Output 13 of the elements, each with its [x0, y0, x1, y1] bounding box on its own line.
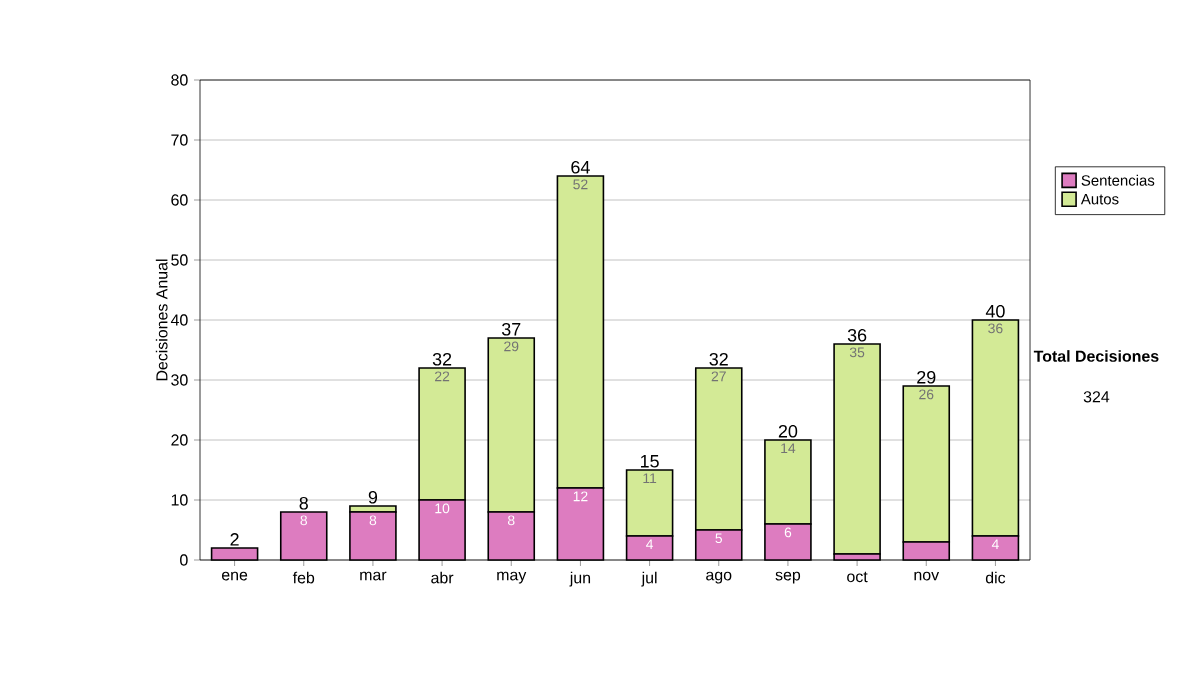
total-label: 8: [299, 496, 308, 510]
total-label: 32: [432, 352, 452, 366]
total-label: 2: [230, 533, 239, 546]
total-label: 15: [640, 455, 659, 468]
total-label: 40: [985, 304, 1005, 318]
total-label: 37: [501, 322, 521, 336]
bar: [833, 343, 881, 555]
total-label: 36: [847, 328, 867, 342]
total-label: 64: [571, 160, 590, 174]
total-label: 29: [917, 370, 936, 384]
total-label: 9: [368, 490, 378, 504]
total-label: 32: [709, 352, 728, 366]
total-label: 20: [778, 424, 798, 438]
